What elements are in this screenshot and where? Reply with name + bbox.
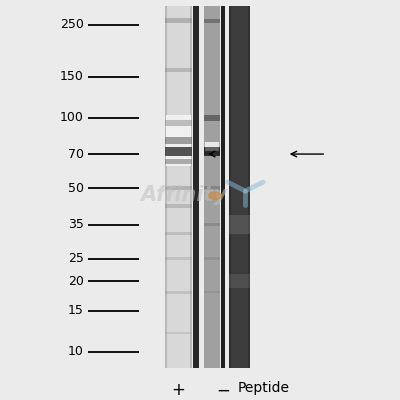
FancyBboxPatch shape — [220, 6, 225, 368]
FancyBboxPatch shape — [204, 291, 220, 293]
Text: Affinity: Affinity — [141, 184, 228, 204]
FancyBboxPatch shape — [166, 115, 190, 166]
FancyBboxPatch shape — [165, 257, 192, 260]
FancyBboxPatch shape — [204, 186, 220, 190]
Text: Peptide: Peptide — [238, 381, 290, 395]
FancyBboxPatch shape — [165, 137, 192, 144]
FancyBboxPatch shape — [204, 6, 220, 368]
FancyBboxPatch shape — [165, 146, 192, 156]
FancyBboxPatch shape — [204, 257, 220, 260]
Text: 10: 10 — [68, 345, 84, 358]
Text: 250: 250 — [60, 18, 84, 31]
FancyBboxPatch shape — [165, 291, 192, 294]
FancyBboxPatch shape — [205, 142, 219, 150]
FancyBboxPatch shape — [165, 160, 192, 164]
FancyBboxPatch shape — [165, 332, 192, 334]
Text: 50: 50 — [68, 182, 84, 195]
Text: 70: 70 — [68, 148, 84, 160]
FancyBboxPatch shape — [204, 115, 220, 121]
Text: −: − — [216, 381, 230, 399]
FancyBboxPatch shape — [167, 6, 190, 368]
FancyBboxPatch shape — [165, 186, 192, 190]
Text: +: + — [171, 381, 185, 399]
Text: 15: 15 — [68, 304, 84, 317]
Text: 100: 100 — [60, 111, 84, 124]
Circle shape — [209, 192, 221, 200]
FancyBboxPatch shape — [228, 215, 250, 234]
FancyBboxPatch shape — [204, 18, 220, 23]
FancyBboxPatch shape — [230, 6, 248, 368]
FancyBboxPatch shape — [204, 147, 220, 155]
FancyBboxPatch shape — [165, 18, 192, 23]
FancyBboxPatch shape — [165, 6, 192, 368]
Text: 20: 20 — [68, 275, 84, 288]
FancyBboxPatch shape — [228, 6, 250, 368]
FancyBboxPatch shape — [204, 223, 220, 226]
Text: 25: 25 — [68, 252, 84, 265]
FancyBboxPatch shape — [165, 232, 192, 235]
FancyBboxPatch shape — [228, 274, 250, 288]
FancyBboxPatch shape — [165, 120, 192, 126]
Text: 35: 35 — [68, 218, 84, 231]
Text: 150: 150 — [60, 70, 84, 83]
FancyBboxPatch shape — [204, 147, 220, 156]
FancyBboxPatch shape — [165, 204, 192, 208]
FancyBboxPatch shape — [193, 6, 199, 368]
FancyBboxPatch shape — [165, 68, 192, 72]
